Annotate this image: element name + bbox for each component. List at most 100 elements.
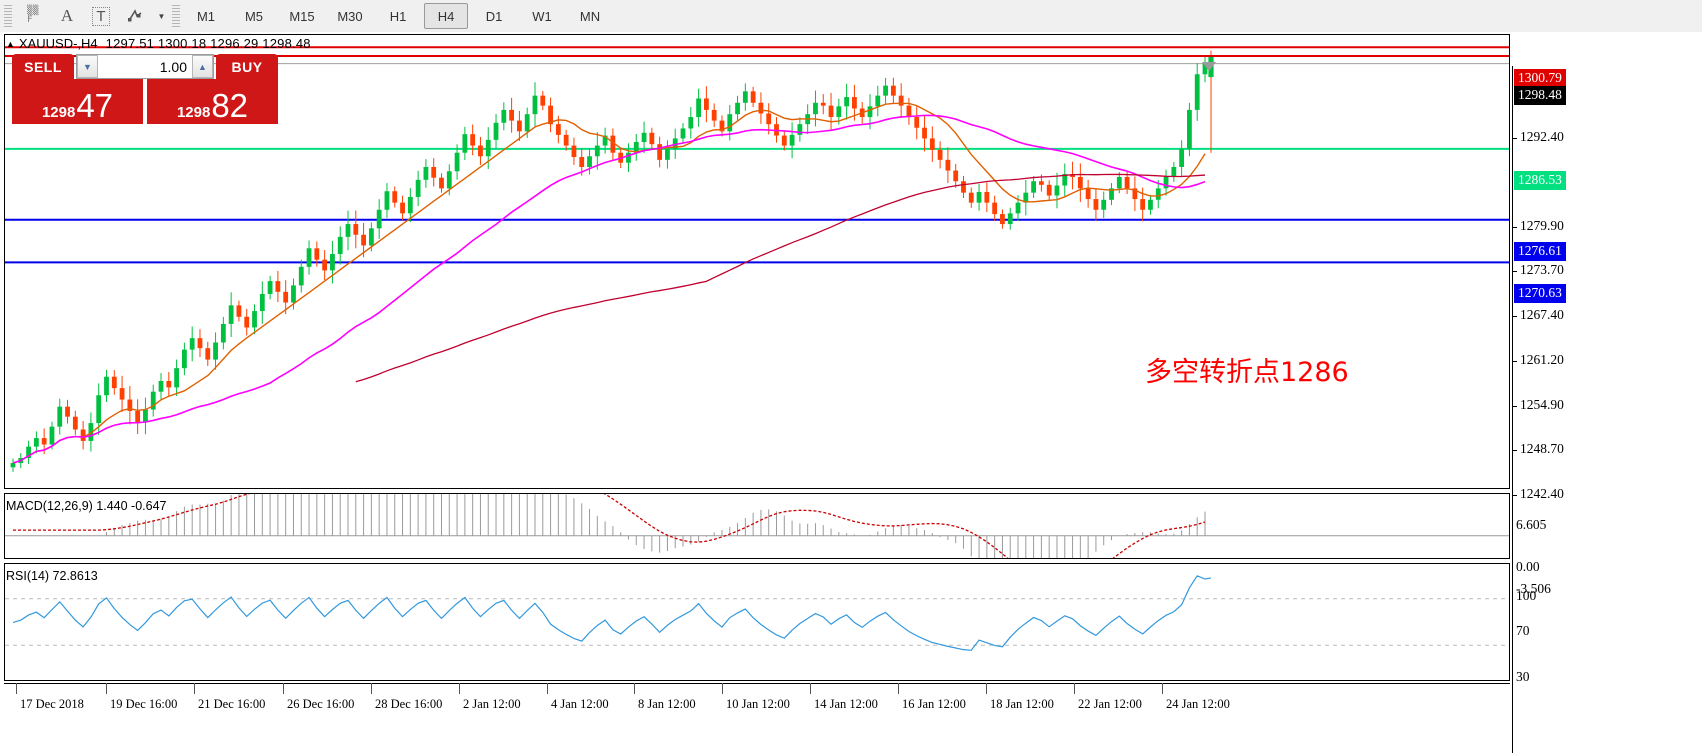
timeframe-grip-handle[interactable]	[172, 5, 180, 27]
price-level-chip-hline[interactable]: 1276.61	[1514, 241, 1566, 261]
time-tick-label: 28 Dec 16:00	[375, 697, 443, 711]
time-tick-label: 14 Jan 12:00	[814, 697, 878, 711]
buy-price-box[interactable]: 1298 82	[147, 79, 278, 124]
time-tick-label: 16 Jan 12:00	[902, 697, 966, 711]
macd-axis-label: -3.506	[1516, 581, 1551, 596]
rsi-axis-label: 30	[1516, 669, 1530, 685]
price-tick	[1512, 138, 1517, 140]
timeframe-h1[interactable]: H1	[389, 8, 407, 24]
macd-panel[interactable]	[4, 493, 1510, 559]
sell-button[interactable]: SELL	[12, 54, 74, 79]
time-tick	[194, 683, 195, 694]
macd-caption: MACD(12,26,9) 1.440 -0.647	[6, 499, 167, 513]
time-tick	[547, 683, 548, 694]
time-tick	[371, 683, 372, 694]
price-level-chip-ask[interactable]: 1300.79	[1514, 69, 1566, 89]
time-tick	[898, 683, 899, 694]
timeframe-mn[interactable]: MN	[579, 8, 601, 24]
buy-price-prefix: 1298	[176, 104, 211, 121]
time-scale-axis-line	[4, 683, 1510, 684]
volume-input[interactable]: 1.00	[98, 55, 192, 78]
time-tick-label: 10 Jan 12:00	[726, 697, 790, 711]
timeframe-m15[interactable]: M15	[289, 8, 315, 24]
timeframe-w1[interactable]: W1	[532, 8, 552, 24]
volume-increment-button[interactable]: ▲	[192, 55, 213, 78]
one-click-trade-panel[interactable]: SELL ▼ 1.00 ▲ BUY 1298 47 1298 82	[12, 54, 278, 124]
timeframe-d1[interactable]: D1	[485, 8, 503, 24]
timeframe-m30[interactable]: M30	[337, 8, 363, 24]
symbol-title: XAUUSD-,H4	[18, 36, 98, 51]
time-tick-label: 24 Jan 12:00	[1166, 697, 1230, 711]
buy-button[interactable]: BUY	[216, 54, 278, 79]
price-tick	[1512, 360, 1517, 362]
time-tick-label: 21 Dec 16:00	[198, 697, 266, 711]
time-tick	[810, 683, 811, 694]
collapse-triangle-icon[interactable]: ▲	[6, 38, 15, 49]
sell-price-prefix: 1298	[41, 104, 76, 121]
time-tick	[986, 683, 987, 694]
macd-plot	[5, 494, 1509, 558]
symbol-header: ▲ XAUUSD-,H4 1297.51 1300.18 1296.29 129…	[6, 36, 311, 51]
time-tick	[459, 683, 460, 694]
price-tick-label: 1292.40	[1520, 129, 1564, 145]
header-underline	[5, 55, 1509, 57]
text-box-icon[interactable]: T	[86, 3, 116, 29]
rsi-plot	[5, 575, 1509, 651]
time-tick	[1074, 683, 1075, 694]
volume-stepper[interactable]: ▼ 1.00 ▲	[76, 54, 214, 79]
macd-axis-label: 6.605	[1516, 517, 1547, 532]
buy-price-pips: 82	[211, 87, 249, 124]
objects-icon[interactable]	[120, 3, 150, 29]
trade-top-row: SELL ▼ 1.00 ▲ BUY	[12, 54, 278, 79]
rsi-axis-label: 70	[1516, 622, 1530, 638]
objects-glyph	[127, 8, 141, 21]
price-tick-label: 1279.90	[1520, 218, 1564, 234]
price-level-chip-bid[interactable]: 1298.48	[1514, 85, 1566, 105]
volume-decrement-button[interactable]: ▼	[77, 55, 98, 78]
price-tick-label: 1242.40	[1520, 485, 1564, 501]
trade-price-row: 1298 47 1298 82	[12, 79, 278, 124]
chart-area[interactable]: ▲ XAUUSD-,H4 1297.51 1300.18 1296.29 129…	[0, 32, 1702, 753]
price-scale-axis-line	[1512, 66, 1513, 753]
price-tick-label: 1267.40	[1520, 307, 1564, 323]
price-tick	[1512, 449, 1517, 451]
price-tick	[1512, 271, 1517, 273]
timeframe-h4[interactable]: H4	[424, 3, 468, 29]
rsi-caption: RSI(14) 72.8613	[6, 569, 98, 583]
price-tick-label: 1261.20	[1520, 351, 1564, 367]
text-label-icon[interactable]: A	[60, 6, 74, 25]
price-tick-label: 1248.70	[1520, 440, 1564, 456]
time-tick-label: 18 Jan 12:00	[990, 697, 1054, 711]
sell-price-box[interactable]: 1298 47	[12, 79, 143, 124]
time-tick-label: 2 Jan 12:00	[463, 697, 521, 711]
price-tick	[1512, 405, 1517, 407]
time-tick-label: 4 Jan 12:00	[551, 697, 609, 711]
price-tick	[1512, 227, 1517, 229]
rsi-panel[interactable]	[4, 563, 1510, 681]
timeframe-m1[interactable]: M1	[196, 8, 216, 24]
price-scale[interactable]: 1292.40 1279.90 1273.70 1267.40 1261.20 1254.…	[1512, 66, 1702, 753]
time-tick	[283, 683, 284, 694]
time-tick	[16, 683, 17, 694]
time-tick-label: 26 Dec 16:00	[287, 697, 355, 711]
time-tick-label: 8 Jan 12:00	[638, 697, 696, 711]
objects-dropdown-caret-icon[interactable]: ▼	[157, 11, 166, 21]
price-tick	[1512, 316, 1517, 318]
time-tick-label: 22 Jan 12:00	[1078, 697, 1142, 711]
time-tick	[106, 683, 107, 694]
timeframe-m5[interactable]: M5	[244, 8, 264, 24]
chart-annotation-text: 多空转折点1286	[1145, 357, 1349, 388]
time-scale[interactable]: 17 Dec 2018 19 Dec 16:00 21 Dec 16:00 26 De…	[4, 683, 1510, 721]
price-tick	[1512, 494, 1517, 496]
price-level-chip-hline[interactable]: 1286.53	[1514, 170, 1566, 190]
price-tick-label: 1273.70	[1520, 262, 1564, 278]
symbol-ohlc: 1297.51 1300.18 1296.29 1298.48	[105, 36, 311, 51]
time-tick-label: 17 Dec 2018	[20, 697, 84, 711]
crosshair-f-icon[interactable]: ▒▒ F	[27, 6, 39, 25]
time-tick	[634, 683, 635, 694]
toolbar-grip-handle[interactable]	[4, 5, 12, 27]
time-tick-label: 19 Dec 16:00	[110, 697, 178, 711]
main-toolbar: ▒▒ F A T ▼ M1 M5 M15 M30 H1 H4 D1 W1 MN	[0, 0, 1702, 33]
price-level-chip-hline[interactable]: 1270.63	[1514, 284, 1566, 304]
